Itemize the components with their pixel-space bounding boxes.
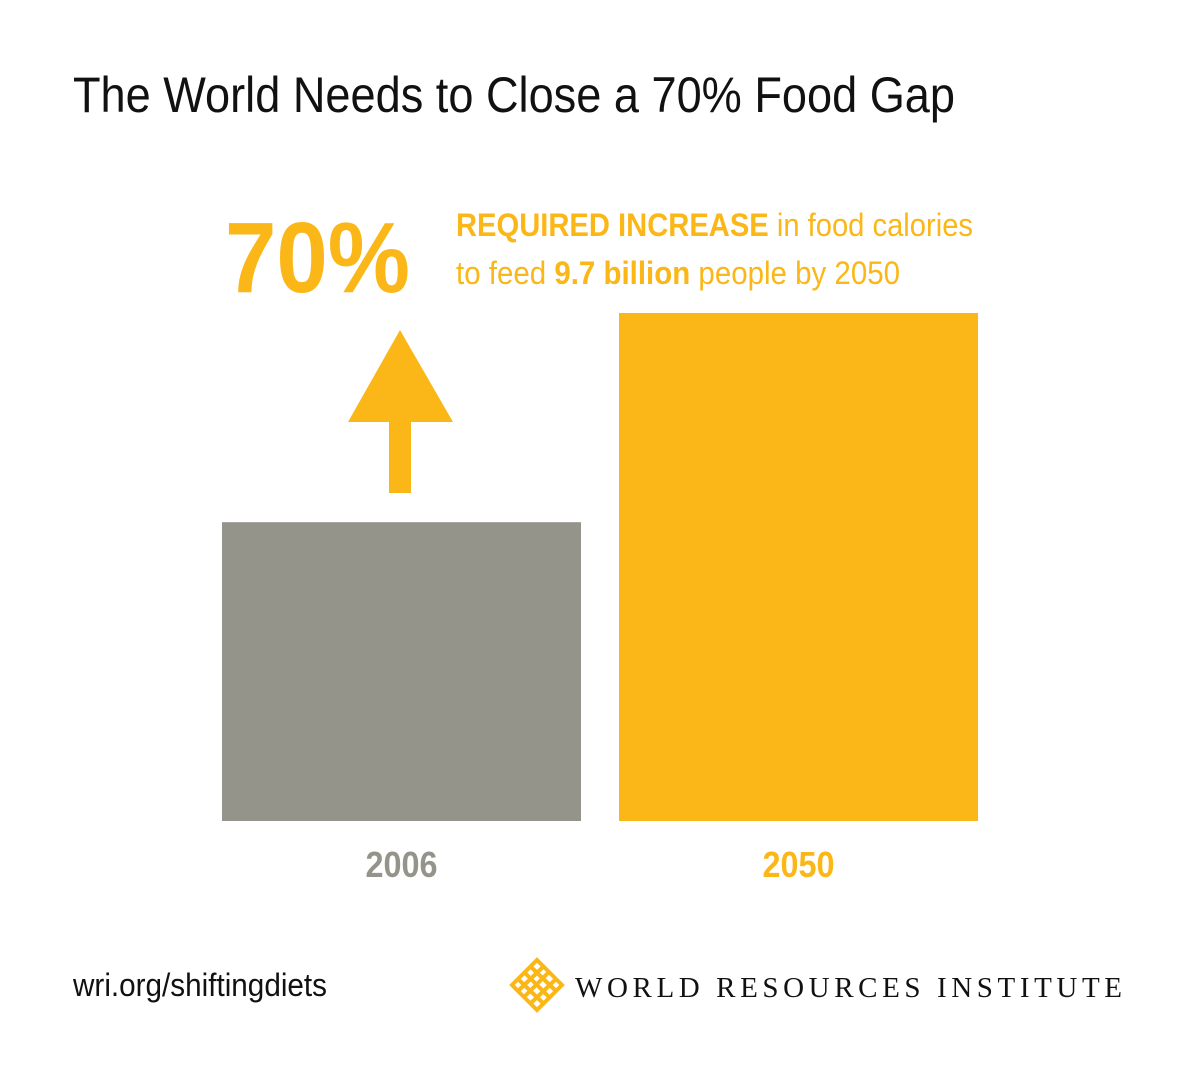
arrow-shaft <box>389 421 411 493</box>
x-tick-label: 2006 <box>366 844 438 885</box>
annotation-bold: 9.7 billion <box>554 255 690 291</box>
annotation-bold: REQUIRED INCREASE <box>456 207 769 243</box>
x-tick-label: 2050 <box>763 844 835 885</box>
organization: WORLD RESOURCES INSTITUTE <box>575 972 1122 1004</box>
annotation-text: to feed <box>456 255 554 291</box>
annotation-text: people by 2050 <box>690 255 900 291</box>
annotation-line: to feed 9.7 billion people by 2050 <box>456 255 900 291</box>
arrow-head <box>348 330 453 422</box>
highlight: 70% <box>225 202 410 314</box>
bar <box>619 313 978 821</box>
bar <box>222 522 581 821</box>
logo <box>509 957 565 1013</box>
chart-title: The World Needs to Close a 70% Food Gap <box>73 67 955 123</box>
annotation-line: REQUIRED INCREASE in food calories <box>456 207 973 243</box>
annotation-text: in food calories <box>769 207 973 243</box>
footer-url: wri.org/shiftingdiets <box>72 967 327 1003</box>
